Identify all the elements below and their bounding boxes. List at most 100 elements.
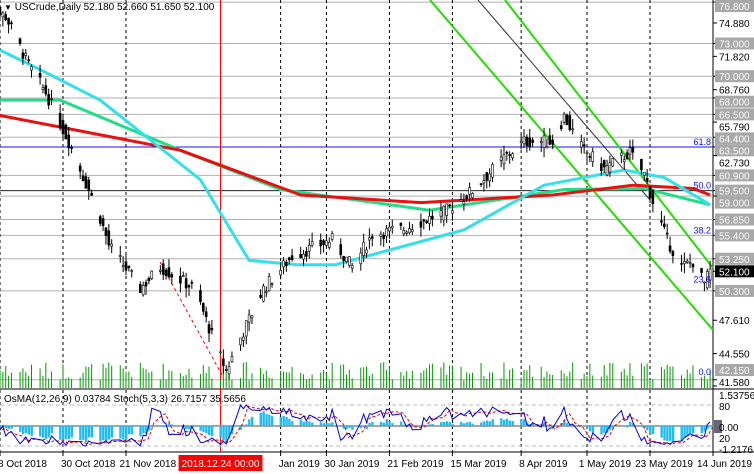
candle-body — [348, 256, 351, 266]
osma-bar — [41, 426, 45, 438]
osma-bar — [631, 423, 635, 426]
osma-bar — [442, 421, 446, 426]
candle-body — [651, 189, 655, 204]
time-axis-label: 15 Mar 2019 — [450, 459, 507, 470]
candle-body — [70, 147, 73, 149]
candle-body — [408, 228, 411, 234]
candle-body — [350, 265, 354, 269]
price-axis-label: 64.400 — [719, 134, 750, 145]
candle-body — [299, 254, 302, 259]
indicator-title: OsMA(12,26,9) 0.03784 Stoch(5,3,3) 26.71… — [4, 394, 246, 405]
candle-body — [147, 277, 151, 282]
osma-bar — [228, 426, 231, 438]
candle-body — [528, 137, 532, 148]
candle-body — [502, 154, 506, 165]
price-axis-label: 59.000 — [719, 199, 750, 210]
candle-body — [608, 162, 612, 173]
candle-body — [439, 210, 443, 217]
candle-body — [388, 226, 391, 232]
candle-body — [265, 290, 268, 293]
low-value: 51.650 — [150, 2, 181, 13]
osma-bar — [439, 422, 443, 426]
osma-bar — [689, 426, 692, 434]
price-level-box — [715, 108, 754, 121]
osma-bar — [79, 426, 82, 441]
candle-body — [539, 141, 543, 144]
osma-bar — [608, 426, 612, 430]
candle-body — [342, 255, 345, 261]
osma-bar — [709, 426, 712, 427]
candle-body — [508, 154, 511, 156]
candle-body — [602, 160, 606, 168]
candle-body — [605, 165, 609, 176]
osma-bar — [706, 426, 709, 429]
candle-body — [385, 228, 388, 237]
candle-body — [227, 366, 231, 375]
osma-bar — [82, 426, 85, 440]
osma-bar — [531, 423, 535, 426]
price-axis-label: 42.150 — [719, 366, 750, 377]
candle-body — [141, 285, 145, 296]
osma-bar — [239, 426, 242, 430]
osma-bar — [428, 424, 431, 426]
osma-bar — [208, 426, 211, 436]
candle-body — [267, 276, 271, 292]
osma-bar — [107, 426, 111, 440]
dropdown-triangle-icon[interactable]: ▼ — [4, 3, 12, 12]
candle-body — [110, 243, 113, 247]
candle-body — [78, 165, 82, 172]
candle-body — [161, 263, 165, 275]
osma-bar — [511, 421, 514, 426]
osma-bar — [626, 426, 629, 428]
price-axis-label: 71.820 — [719, 52, 750, 63]
osma-bar — [628, 421, 632, 426]
price-axis-label: 60.900 — [719, 171, 750, 182]
candle-body — [579, 141, 583, 148]
candle-body — [482, 180, 486, 184]
candle-body — [159, 269, 162, 272]
candle-body — [0, 6, 2, 16]
time-axis-label: Jan 2019 — [279, 459, 321, 470]
candle-body — [390, 226, 394, 229]
candle-body — [663, 223, 666, 228]
price-axis-label: 68.000 — [719, 98, 750, 109]
candle-body — [244, 320, 248, 337]
osma-bar — [543, 422, 546, 426]
candle-body — [87, 179, 91, 192]
candle-body — [124, 261, 128, 271]
osma-bar — [99, 426, 102, 442]
osma-bar — [691, 426, 695, 434]
candle-body — [259, 294, 262, 298]
osma-bar — [345, 426, 348, 429]
price-level-box — [715, 364, 754, 376]
price-axis-label: 73.000 — [719, 39, 750, 50]
candle-body — [224, 369, 228, 371]
osma-bar — [285, 416, 288, 426]
osma-bar — [147, 426, 151, 431]
osma-bar — [279, 416, 283, 426]
osma-bar — [319, 422, 323, 426]
osma-bar — [219, 426, 222, 438]
osma-bar — [187, 426, 191, 430]
osma-bar — [431, 423, 434, 426]
price-axis-label: 62.730 — [719, 158, 750, 169]
osma-bar — [30, 426, 33, 436]
time-axis-label: 30 Oct 2018 — [61, 459, 116, 470]
candle-body — [491, 164, 494, 178]
candle-body — [44, 85, 48, 95]
candle-body — [250, 315, 254, 319]
candle-body — [519, 140, 523, 144]
osma-bar — [351, 426, 354, 430]
stoch-d: 35.5656 — [209, 394, 246, 405]
price-level-box — [715, 284, 754, 297]
candle-body — [61, 120, 65, 135]
candle-body — [219, 351, 222, 354]
price-axis-label: 68.760 — [719, 86, 750, 97]
candle-body — [548, 135, 552, 145]
candle-body — [585, 151, 589, 154]
osma-bar — [259, 412, 262, 426]
osma-bar — [471, 423, 474, 426]
candle-body — [668, 245, 672, 252]
